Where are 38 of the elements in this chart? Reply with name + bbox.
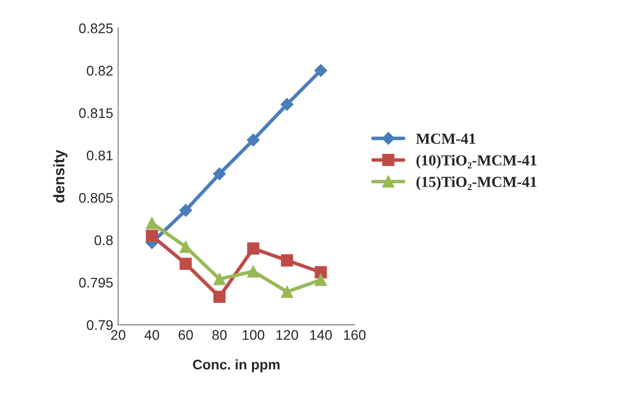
y-tick-label: 0.82 [86, 66, 113, 76]
y-tick-label: 0.815 [79, 108, 113, 118]
y-tick-label: 0.825 [79, 23, 113, 34]
x-tick-label: 120 [276, 330, 298, 340]
x-tick-label: 80 [212, 330, 227, 340]
point [247, 242, 260, 255]
point [314, 274, 327, 286]
point [146, 230, 158, 242]
y-tick-label: 0.81 [86, 150, 113, 160]
x-axis-title: Conc. in ppm [192, 359, 280, 372]
point [213, 290, 226, 303]
point [280, 254, 294, 266]
y-tick-label: 0.805 [79, 192, 113, 203]
point [247, 265, 260, 278]
point [280, 98, 294, 111]
x-tick-label: 140 [310, 330, 332, 340]
x-tick-label: 20 [111, 330, 126, 340]
point [246, 134, 260, 146]
x-tick-label: 60 [178, 330, 193, 340]
legend-label: (10)TiO₂-MCM-41 [416, 154, 536, 169]
x-tick-label: 40 [144, 330, 160, 340]
point [280, 286, 294, 298]
point [314, 266, 327, 278]
y-tick-label: 0.8 [94, 235, 113, 246]
point [314, 64, 328, 77]
point [146, 216, 158, 230]
point [213, 272, 226, 286]
legend-label: (15)TiO₂-MCM-41 [416, 176, 536, 190]
legend-label: MCM-41 [416, 134, 476, 144]
y-axis-title: density [53, 150, 68, 203]
y-tick-label: 0.79 [86, 320, 113, 330]
point [213, 167, 226, 180]
x-tick-label: 100 [242, 330, 264, 340]
x-tick-label: 160 [344, 330, 366, 340]
point [180, 258, 192, 270]
point [180, 240, 192, 253]
point [179, 204, 192, 217]
y-tick-label: 0.795 [79, 278, 113, 288]
